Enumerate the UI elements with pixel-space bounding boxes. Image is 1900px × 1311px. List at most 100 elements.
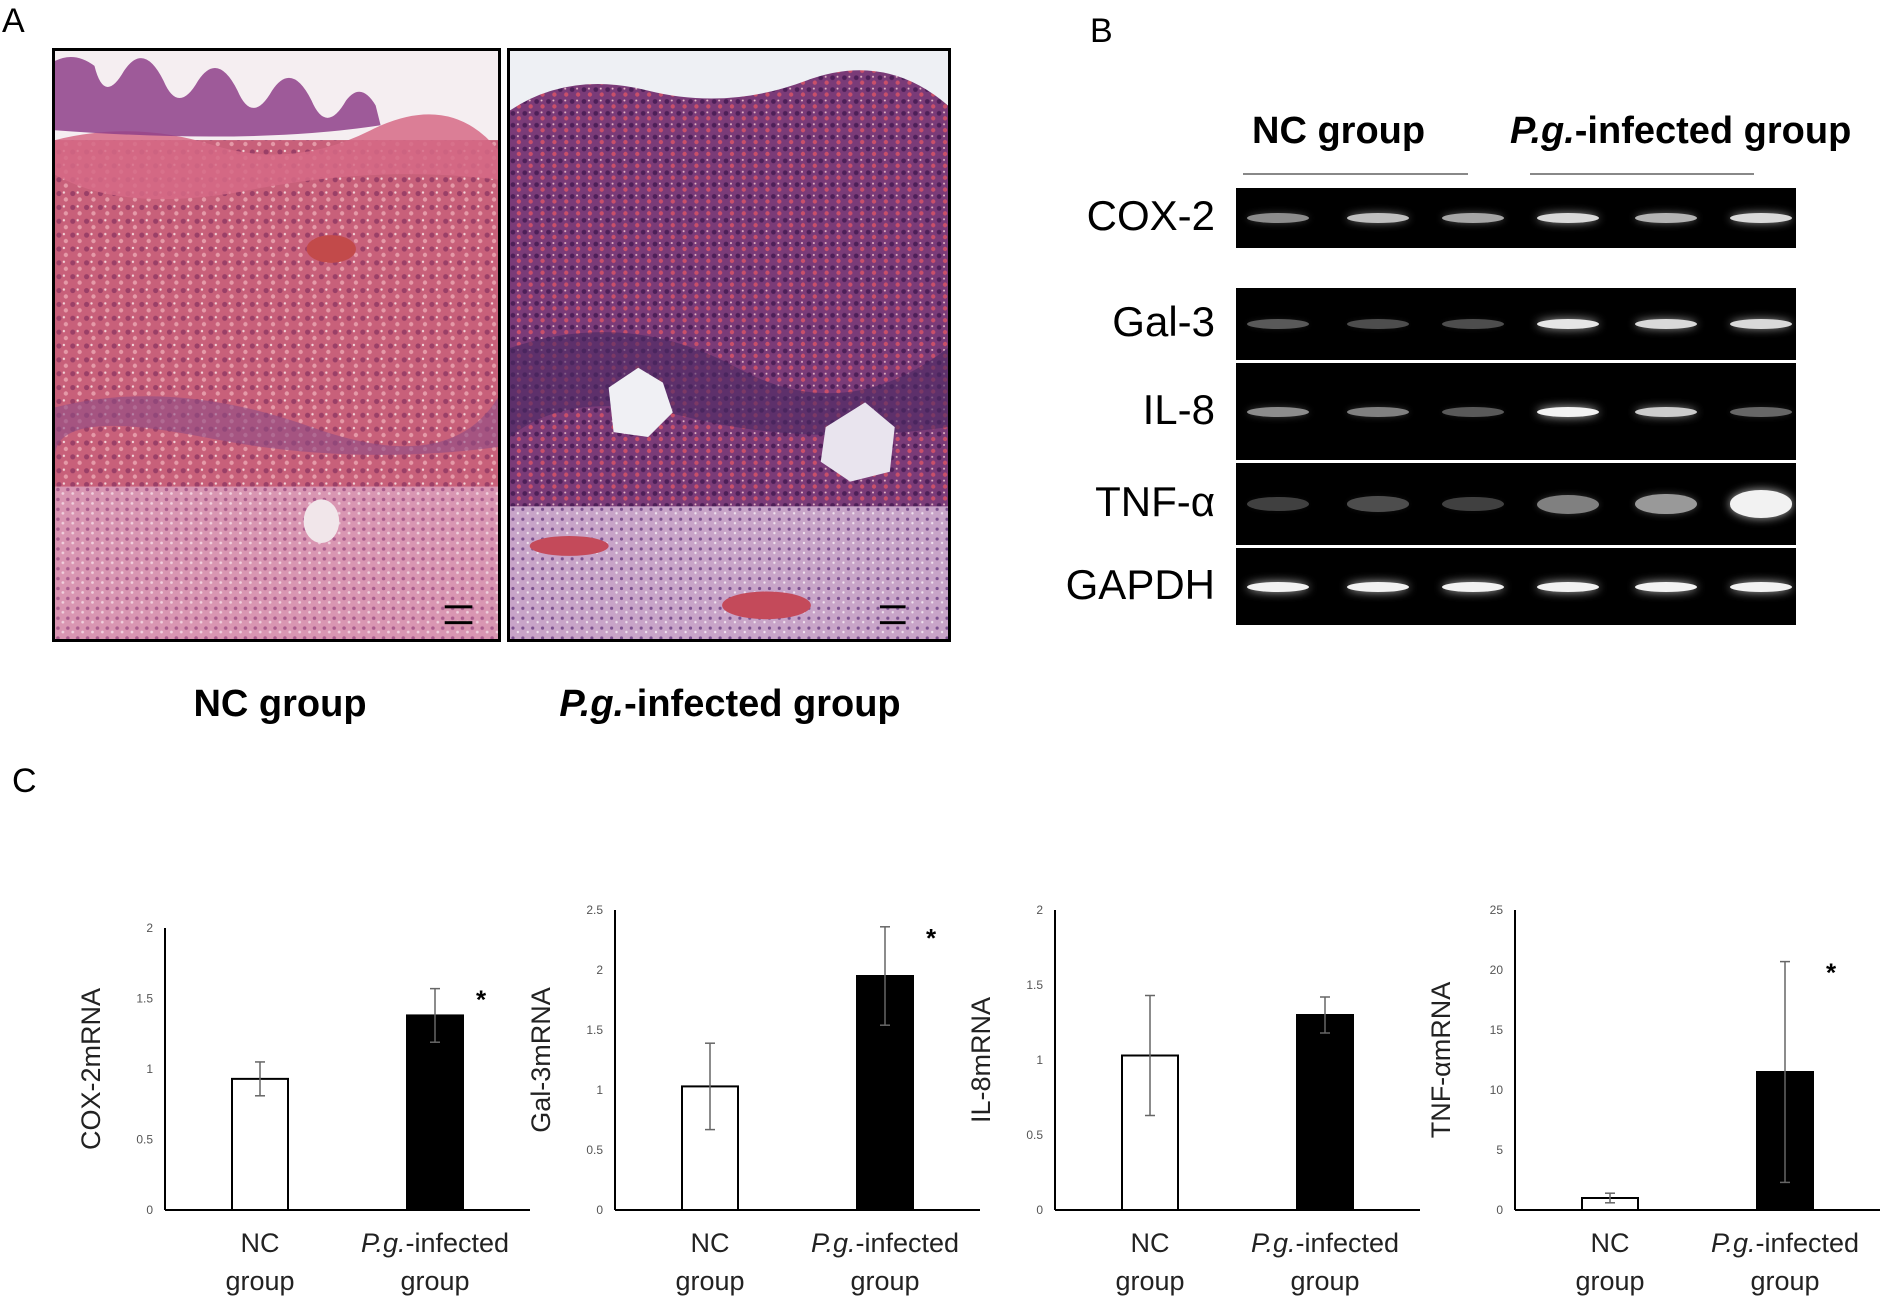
histology-label-nc: NC group — [193, 683, 367, 725]
gel-underline-nc — [1243, 173, 1468, 175]
x-category-label: group — [225, 1266, 294, 1296]
x-category-label: group — [850, 1266, 919, 1296]
x-category-label: group — [1290, 1266, 1359, 1296]
gel-header-nc: NC group — [1252, 110, 1426, 152]
x-category-label: group — [1750, 1266, 1819, 1296]
y-tick-label: 10 — [1490, 1083, 1504, 1097]
gel-band — [1347, 581, 1409, 592]
gel-header-infected-rest: -infected group — [1574, 110, 1852, 152]
gel-band — [1537, 581, 1599, 592]
histology-label-infected-italic: P.g. — [559, 683, 625, 725]
y-tick-label: 0.5 — [586, 1143, 603, 1157]
y-tick-label: 0 — [596, 1203, 603, 1217]
y-tick-label: 1.5 — [586, 1023, 603, 1037]
panel-letter-b: B — [1090, 12, 1113, 50]
gel-band — [1730, 490, 1792, 518]
histology-image-nc — [52, 48, 501, 642]
x-category-label: group — [1575, 1266, 1644, 1296]
y-tick-label: 0 — [1036, 1203, 1043, 1217]
x-category-label: P.g.-infected — [811, 1228, 959, 1258]
y-tick-label: 0 — [1496, 1203, 1503, 1217]
gel-row-label: IL-8 — [1142, 385, 1215, 433]
gel-band — [1347, 496, 1409, 512]
gel-band — [1635, 406, 1697, 417]
gel-underline-infected — [1530, 173, 1754, 175]
y-axis-label: COX-2mRNA — [76, 988, 106, 1150]
y-tick-label: 2 — [146, 921, 153, 935]
histology-image-infected — [507, 48, 951, 642]
y-tick-label: 2 — [596, 963, 603, 977]
y-tick-label: 0.5 — [1026, 1128, 1043, 1142]
gel-row-4 — [1236, 548, 1796, 625]
gel-band — [1247, 406, 1309, 417]
x-category-label: group — [1115, 1266, 1184, 1296]
significance-marker: * — [1826, 958, 1837, 988]
x-category-label: group — [400, 1266, 469, 1296]
y-tick-label: 25 — [1490, 903, 1504, 917]
gel-band — [1347, 319, 1409, 329]
gel-row-2 — [1236, 363, 1796, 460]
gel-band — [1537, 213, 1599, 223]
gel-band — [1442, 406, 1504, 417]
y-tick-label: 1.5 — [1026, 978, 1043, 992]
y-tick-label: 2.5 — [586, 903, 603, 917]
gel-row-label: COX-2 — [1086, 192, 1215, 239]
x-category-label: P.g.-infected — [1251, 1228, 1399, 1258]
gel-header-infected-italic: P.g. — [1510, 110, 1575, 152]
histology-label-infected: P.g.-infected group — [520, 683, 940, 726]
gel-band — [1347, 213, 1409, 223]
y-axis-label: Gal-3mRNA — [526, 987, 556, 1133]
y-tick-label: 20 — [1490, 963, 1504, 977]
bar — [1296, 1014, 1354, 1211]
gel-band — [1247, 319, 1309, 329]
gel-band — [1537, 319, 1599, 329]
gel-band — [1442, 213, 1504, 223]
gel-band — [1635, 493, 1697, 515]
gel-band — [1635, 581, 1697, 592]
gel-band — [1247, 213, 1309, 223]
x-category-label: P.g.-infected — [361, 1228, 509, 1258]
gel-row-0 — [1236, 188, 1796, 248]
histology-label-infected-rest: -infected group — [624, 683, 901, 725]
gel-header-infected: P.g.-infected group — [1510, 110, 1851, 153]
gel-band — [1247, 581, 1309, 592]
significance-marker: * — [476, 985, 487, 1015]
gel-band — [1730, 406, 1792, 417]
gel-band — [1442, 496, 1504, 512]
gel-band — [1635, 213, 1697, 223]
significance-marker: * — [926, 923, 937, 953]
x-category-label: P.g.-infected — [1711, 1228, 1859, 1258]
y-tick-label: 2 — [1036, 903, 1043, 917]
gel-band — [1537, 494, 1599, 514]
y-axis-label: IL-8mRNA — [966, 997, 996, 1123]
x-category-label: NC — [1591, 1228, 1630, 1258]
x-category-label: NC — [241, 1228, 280, 1258]
gel-band — [1635, 319, 1697, 329]
gel-band — [1537, 406, 1599, 417]
gel-band — [1730, 319, 1792, 329]
gel-band — [1442, 319, 1504, 329]
gel-band — [1347, 406, 1409, 417]
bar — [406, 1014, 464, 1211]
gel-row-label: GAPDH — [1065, 560, 1215, 608]
gel-row-label: TNF-α — [1095, 478, 1215, 525]
gel-band — [1730, 581, 1792, 592]
gel-band — [1442, 581, 1504, 592]
x-category-label: NC — [1131, 1228, 1170, 1258]
y-tick-label: 1 — [146, 1062, 153, 1076]
y-axis-label: TNF-αmRNA — [1426, 982, 1456, 1139]
y-tick-label: 5 — [1496, 1143, 1503, 1157]
y-tick-label: 1 — [596, 1083, 603, 1097]
y-tick-label: 1.5 — [136, 992, 153, 1006]
gel-row-label: Gal-3 — [1112, 298, 1215, 345]
panel-letter-a: A — [2, 2, 25, 40]
gel-band — [1730, 213, 1792, 223]
bar — [1121, 1054, 1179, 1211]
panel-letter-c: C — [12, 762, 37, 800]
y-tick-label: 1 — [1036, 1053, 1043, 1067]
gel-row-3 — [1236, 463, 1796, 545]
